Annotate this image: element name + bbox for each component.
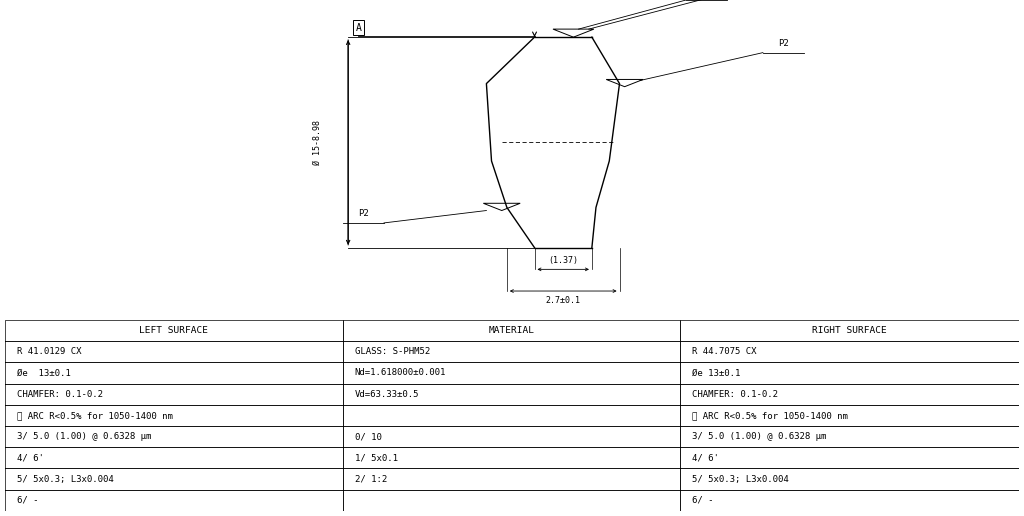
Text: P2: P2 bbox=[778, 39, 788, 48]
Text: GLASS: S-PHM52: GLASS: S-PHM52 bbox=[355, 347, 430, 356]
Text: Nd=1.618000±0.001: Nd=1.618000±0.001 bbox=[355, 368, 446, 377]
Text: 6/ -: 6/ - bbox=[692, 496, 714, 505]
Text: 2/ 1:2: 2/ 1:2 bbox=[355, 475, 387, 483]
Text: (1.37): (1.37) bbox=[548, 256, 579, 265]
Text: R 41.0129 CX: R 41.0129 CX bbox=[17, 347, 82, 356]
Text: 4/ 6': 4/ 6' bbox=[692, 454, 719, 462]
Text: A: A bbox=[355, 23, 361, 33]
Text: CHAMFER: 0.1-0.2: CHAMFER: 0.1-0.2 bbox=[692, 390, 778, 399]
Text: MATERIAL: MATERIAL bbox=[488, 326, 535, 335]
Text: Ⓐ ARC R<0.5% for 1050-1400 nm: Ⓐ ARC R<0.5% for 1050-1400 nm bbox=[17, 411, 173, 420]
Text: 3/ 5.0 (1.00) @ 0.6328 μm: 3/ 5.0 (1.00) @ 0.6328 μm bbox=[17, 432, 152, 441]
Text: CHAMFER: 0.1-0.2: CHAMFER: 0.1-0.2 bbox=[17, 390, 103, 399]
Text: 2.7±0.1: 2.7±0.1 bbox=[546, 296, 581, 304]
Text: Ⓐ ARC R<0.5% for 1050-1400 nm: Ⓐ ARC R<0.5% for 1050-1400 nm bbox=[692, 411, 848, 420]
Text: 3/ 5.0 (1.00) @ 0.6328 μm: 3/ 5.0 (1.00) @ 0.6328 μm bbox=[692, 432, 826, 441]
Text: 5/ 5x0.3; L3x0.004: 5/ 5x0.3; L3x0.004 bbox=[17, 475, 114, 483]
Text: 6/ -: 6/ - bbox=[17, 496, 39, 505]
Text: Vd=63.33±0.5: Vd=63.33±0.5 bbox=[355, 390, 420, 399]
Text: R 44.7075 CX: R 44.7075 CX bbox=[692, 347, 757, 356]
Text: 5/ 5x0.3; L3x0.004: 5/ 5x0.3; L3x0.004 bbox=[692, 475, 790, 483]
Text: Øe  13±0.1: Øe 13±0.1 bbox=[17, 368, 71, 377]
Text: 4/ 6': 4/ 6' bbox=[17, 454, 44, 462]
Text: P2: P2 bbox=[358, 209, 369, 218]
Text: RIGHT SURFACE: RIGHT SURFACE bbox=[812, 326, 887, 335]
Text: 1/ 5x0.1: 1/ 5x0.1 bbox=[355, 454, 398, 462]
Text: 0/ 10: 0/ 10 bbox=[355, 432, 382, 441]
Text: LEFT SURFACE: LEFT SURFACE bbox=[139, 326, 209, 335]
Text: Øe 13±0.1: Øe 13±0.1 bbox=[692, 368, 740, 377]
Text: Ø 15-8.98: Ø 15-8.98 bbox=[313, 120, 322, 165]
